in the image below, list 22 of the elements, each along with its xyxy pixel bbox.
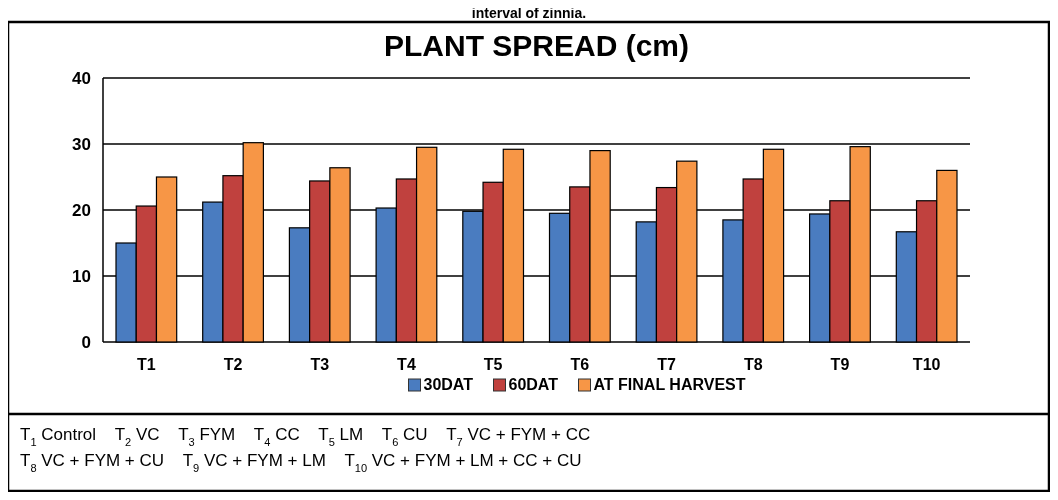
legend-label: 60DAT: [508, 376, 559, 393]
chart-title: PLANT SPREAD (cm): [383, 29, 690, 62]
y-tick-label: 0: [81, 333, 91, 352]
x-tick-label: T3: [310, 356, 330, 373]
text: interval of zinnia.: [471, 5, 587, 21]
text: T$_{1}$ Control T$_{2}$ VC T$_{3}$ FYM T$_{4}$ CC T$_{5}$ LM T$_{6}$ CU T$_{7}$ VC + FYM + CC: [20, 425, 591, 448]
y-tick-label: 10: [72, 267, 91, 286]
x-tick-label: T8: [743, 356, 763, 373]
x-tick-label: T2: [223, 356, 243, 373]
x-tick-label: T4: [397, 356, 416, 373]
x-tick-label: T7: [657, 356, 676, 373]
x-tick-label: T5: [483, 356, 503, 373]
x-tick-label: T9: [830, 356, 850, 373]
x-tick-label: T1: [137, 356, 156, 373]
y-tick-label: 40: [72, 69, 91, 88]
x-tick-label: T6: [570, 356, 590, 373]
legend-label: 30DAT: [423, 376, 474, 393]
x-tick-label: T10: [912, 356, 941, 373]
y-tick-label: 30: [72, 135, 91, 154]
y-tick-label: 20: [72, 201, 91, 220]
text: T$_{8}$ VC + FYM + CU T$_{9}$ VC + FYM + LM T$_{10}$ VC + FYM + LM + CC + CU: [20, 451, 582, 474]
legend-label: AT FINAL HARVEST: [593, 376, 746, 393]
